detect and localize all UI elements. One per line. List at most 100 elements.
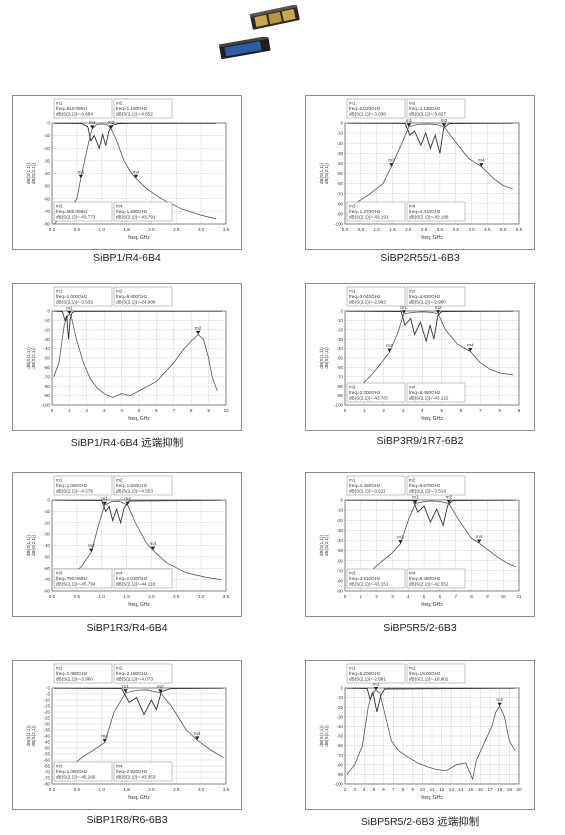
marker-m1-label: m1: [412, 495, 419, 501]
readout-freq: freq=1.190GHz: [116, 106, 148, 111]
y-axis-label: dB(S(1,1))dB(S(2,1)): [26, 534, 36, 556]
readout-name: m1: [349, 666, 356, 671]
traces: [54, 688, 224, 779]
readout-value: dB(S(2,1))=-43.353: [116, 775, 156, 780]
x-tick-label: 3: [103, 408, 106, 413]
marker-m4-point: [468, 348, 473, 352]
x-axis-label: freq, GHz: [128, 235, 150, 241]
chart-caption-1: SiBP1/R4-6B4: [93, 252, 161, 264]
marker-m4-label: m4: [478, 158, 485, 164]
marker-readout-m1: [346, 475, 406, 496]
readout-name: m3: [56, 204, 63, 209]
x-axis-label: freq, GHz: [421, 602, 443, 608]
marker-m1-point: [373, 686, 379, 691]
readout-name: m4: [116, 204, 123, 209]
marker-readout-m3: [53, 761, 113, 782]
readout-name: m2: [116, 666, 123, 671]
x-tick-label: 0.5: [74, 227, 81, 232]
marker-m4-label: m4: [133, 169, 140, 175]
readout-name: m3: [56, 764, 63, 769]
marker-readout-m4: [406, 201, 466, 222]
y-tick-label: -30: [44, 722, 51, 727]
y-tick-label: -40: [44, 171, 51, 176]
x-tick-label: 2.0: [148, 594, 155, 599]
readout-value: dB(S(2,1))=-43.191: [349, 215, 389, 220]
x-tick-label: 13: [449, 787, 455, 792]
y-tick-label: 0: [48, 309, 51, 314]
marker-m2-label: m2: [496, 697, 503, 703]
x-axis-label: freq, GHz: [421, 795, 443, 801]
component-photo-blue: [218, 37, 271, 60]
marker-m1-point: [401, 310, 406, 314]
chart-panel-8: 2 3 4 5 6 7 8 9 10 11 12 13 14 15 16 17 18 19 20 0 -10 -20 -30…: [305, 660, 535, 828]
readout-value: dB(S(2,1))=-3.519: [409, 489, 446, 494]
marker-readout-m4: [113, 201, 173, 222]
readout-freq: freq=1.520GHz: [116, 483, 148, 488]
y-tick-label: -100: [334, 782, 343, 787]
y-tick-label: -60: [337, 365, 344, 370]
x-tick-label: 17: [487, 787, 493, 792]
y-tick-label: -10: [337, 131, 344, 136]
y-tick-label: -30: [44, 337, 51, 342]
x-tick-label: 4: [120, 408, 123, 413]
marker-m3-point: [102, 738, 107, 743]
y-tick-label: -90: [337, 212, 344, 217]
marker-m2-label: m2: [446, 495, 453, 501]
x-tick-label: 15: [468, 787, 474, 792]
marker-m2-point: [125, 501, 130, 506]
y-tick-label: -60: [337, 743, 344, 748]
x-tick-label: 0: [344, 408, 347, 413]
y-tick-label: -80: [44, 782, 51, 787]
x-tick-label: 7: [392, 787, 395, 792]
x-tick-label: 3.5: [223, 787, 230, 792]
readout-name: m1: [56, 666, 63, 671]
x-tick-label: 0.5: [74, 787, 81, 792]
y-tick-label: -60: [44, 758, 51, 763]
marker-m1-point: [90, 125, 95, 129]
y-tick-label: -70: [44, 374, 51, 379]
y-tick-label: 0: [48, 498, 51, 503]
y-tick-label: -20: [337, 518, 344, 523]
x-tick-label: 8: [470, 594, 473, 599]
x-tick-label: 20: [516, 787, 522, 792]
marker-m1-point: [123, 689, 128, 693]
chart-caption-5: SiBP1R3/R4-6B4: [86, 622, 168, 634]
readout-value: dB(S(2,1))=-44.118: [116, 582, 156, 587]
marker-m4-label: m4: [476, 534, 483, 540]
readout-value: dB(S(2,1))=-3.960: [56, 677, 93, 682]
readout-name: m1: [349, 289, 356, 294]
x-tick-label: 8: [402, 787, 405, 792]
readout-value: dB(S(2,1))=-2.992: [349, 300, 386, 305]
y-tick-label: -50: [44, 746, 51, 751]
y-tick-label: -40: [44, 346, 51, 351]
readout-freq: freq=1.480GHz: [56, 671, 88, 676]
y-tick-label: -70: [44, 209, 51, 214]
x-tick-label: 2: [375, 594, 378, 599]
y-axis-label: dB(S(1,1))dB(S(2,1)): [26, 347, 36, 369]
chart-panel-4: 0 1 2 3 4 5 6 7 8 9 0 -10 -20 -30 -40 -50 -60 -70 -80 -90 -1…: [305, 283, 535, 447]
readout-value: dB(S(2,1))=-3.830: [349, 112, 386, 117]
marker-readout-m1: [53, 286, 113, 307]
traces: [346, 500, 516, 587]
y-tick-label: -70: [44, 770, 51, 775]
marker-m2-point: [158, 689, 163, 693]
readout-freq: freq=6.480GHz: [409, 390, 441, 395]
traces: [346, 688, 516, 781]
x-tick-label: 14: [458, 787, 464, 792]
x-tick-label: 2: [344, 787, 347, 792]
x-tick-label: 3.0: [437, 227, 444, 232]
marker-readout-m2: [406, 98, 466, 119]
readout-value: dB(S(2,1))=-42.552: [409, 582, 449, 587]
y-tick-label: -30: [337, 714, 344, 719]
chart-frame: [12, 283, 242, 431]
x-tick-label: 4.5: [484, 227, 491, 232]
readout-freq: freq=1.060GHz: [56, 483, 88, 488]
readout-value: dB(S(2,1))=-2.980: [409, 300, 446, 305]
readout-freq: freq=810.0MHz: [56, 106, 88, 111]
x-tick-label: 19: [507, 787, 513, 792]
trace-s21: [54, 500, 222, 586]
chart-caption-6: SiBP5R5/2-6B3: [383, 622, 457, 634]
x-tick-label: 1: [363, 408, 366, 413]
trace-s21: [54, 689, 224, 779]
y-tick-label: -90: [337, 589, 344, 594]
